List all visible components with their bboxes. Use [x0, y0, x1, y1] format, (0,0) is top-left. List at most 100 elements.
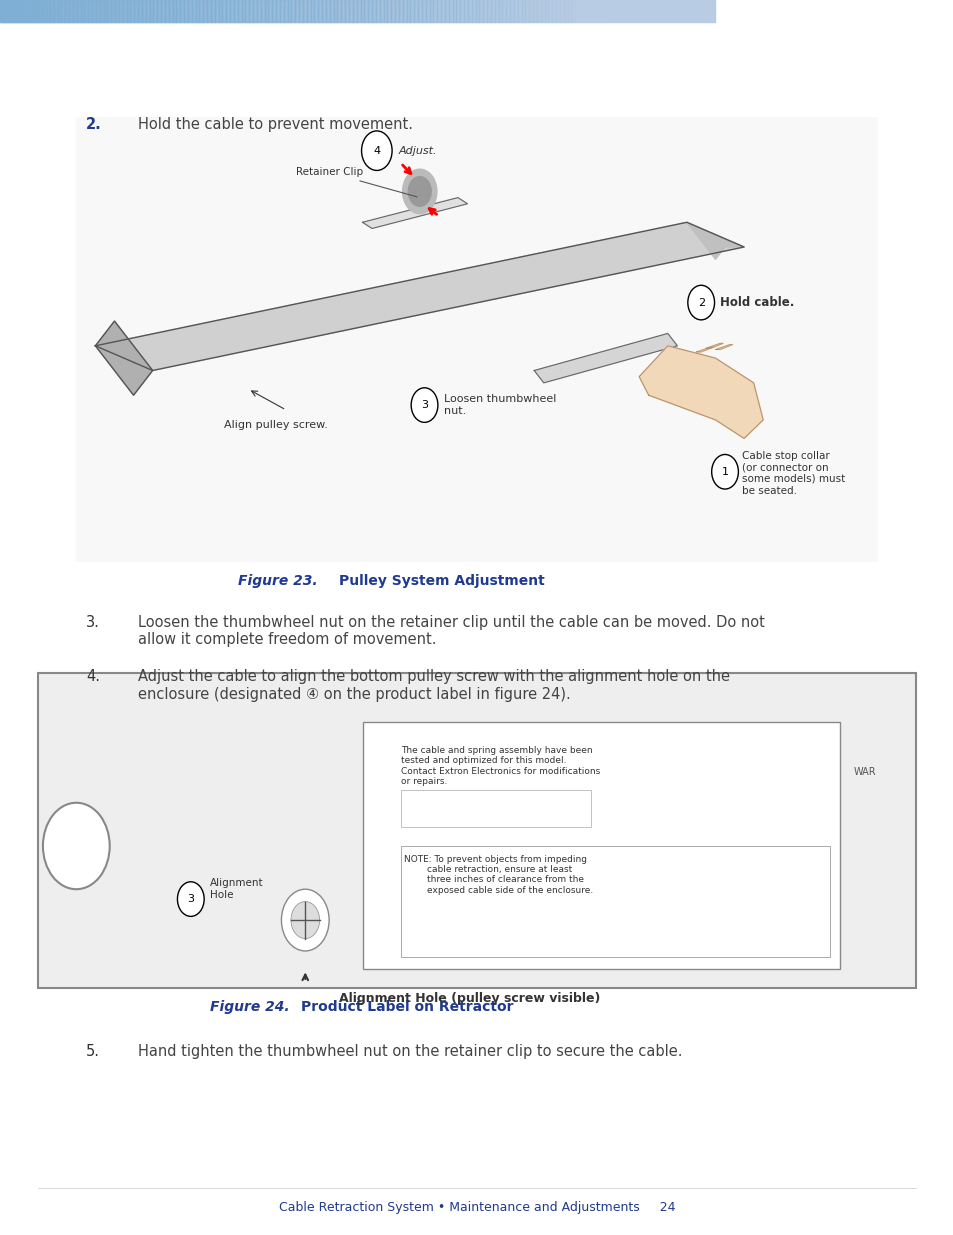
Bar — [629, 0, 637, 22]
Bar — [112, 0, 115, 22]
Bar — [195, 0, 199, 22]
Bar — [233, 0, 237, 22]
Bar — [510, 0, 514, 22]
Bar — [188, 0, 192, 22]
Bar — [275, 0, 279, 22]
Bar — [249, 0, 253, 22]
Bar — [395, 0, 398, 22]
Bar — [250, 0, 257, 22]
Bar — [650, 0, 658, 22]
Bar — [322, 0, 326, 22]
Bar — [114, 0, 121, 22]
Bar — [514, 0, 517, 22]
Bar — [71, 0, 78, 22]
Bar — [131, 0, 134, 22]
Bar — [544, 0, 548, 22]
Bar — [0, 0, 715, 22]
Text: Pulley System Adjustment: Pulley System Adjustment — [338, 574, 544, 588]
Bar — [142, 0, 146, 22]
Circle shape — [177, 882, 204, 916]
Bar — [218, 0, 222, 22]
Bar — [272, 0, 275, 22]
Bar — [713, 0, 717, 22]
Bar — [717, 0, 720, 22]
Bar — [88, 0, 91, 22]
Bar — [457, 0, 464, 22]
Bar — [334, 0, 337, 22]
Bar — [515, 0, 522, 22]
Bar — [594, 0, 598, 22]
Circle shape — [411, 388, 437, 422]
Bar — [479, 0, 483, 22]
Bar — [207, 0, 214, 22]
Polygon shape — [95, 222, 743, 370]
Bar — [256, 0, 260, 22]
Bar — [747, 0, 751, 22]
Bar — [161, 0, 165, 22]
Bar — [751, 0, 755, 22]
Bar — [632, 0, 636, 22]
Bar — [686, 0, 690, 22]
Bar — [200, 0, 208, 22]
Bar — [268, 0, 272, 22]
Bar — [172, 0, 176, 22]
Bar — [260, 0, 264, 22]
Bar — [107, 0, 114, 22]
Bar — [364, 0, 372, 22]
Bar — [151, 0, 157, 22]
Bar — [135, 0, 143, 22]
Text: Cable stop collar
(or connector on
some models) must
be seated.: Cable stop collar (or connector on some … — [741, 451, 844, 495]
Bar — [257, 0, 265, 22]
Bar — [393, 0, 400, 22]
Bar — [607, 0, 615, 22]
Bar — [636, 0, 639, 22]
Text: Hold cable.: Hold cable. — [720, 296, 794, 309]
Bar — [7, 0, 14, 22]
Bar — [533, 0, 537, 22]
Bar — [621, 0, 629, 22]
Bar — [30, 0, 34, 22]
Bar — [27, 0, 30, 22]
Text: The cable and spring assembly have been
tested and optimized for this model.
Con: The cable and spring assembly have been … — [400, 746, 599, 787]
Bar — [172, 0, 178, 22]
Bar — [391, 0, 395, 22]
Bar — [104, 0, 108, 22]
Polygon shape — [696, 347, 713, 352]
Bar — [415, 0, 421, 22]
Bar — [436, 0, 440, 22]
Bar — [543, 0, 551, 22]
Bar — [96, 0, 100, 22]
Bar — [582, 0, 586, 22]
Bar — [375, 0, 379, 22]
Bar — [157, 0, 165, 22]
Bar — [345, 0, 349, 22]
Bar — [759, 0, 762, 22]
Bar — [184, 0, 188, 22]
Bar — [91, 0, 96, 22]
Bar — [563, 0, 567, 22]
Bar — [29, 0, 35, 22]
Bar — [11, 0, 15, 22]
Bar — [507, 0, 515, 22]
Bar — [14, 0, 21, 22]
Bar — [601, 0, 605, 22]
Bar — [525, 0, 529, 22]
Bar — [241, 0, 245, 22]
Bar — [655, 0, 659, 22]
Bar — [444, 0, 448, 22]
Bar — [558, 0, 564, 22]
Circle shape — [361, 131, 392, 170]
Bar — [157, 0, 161, 22]
Bar — [459, 0, 463, 22]
Circle shape — [43, 803, 110, 889]
Text: WAR: WAR — [853, 767, 876, 777]
Bar — [743, 0, 747, 22]
Text: 2.: 2. — [86, 117, 102, 132]
Bar — [387, 0, 391, 22]
Bar — [42, 0, 46, 22]
Text: Figure 23.: Figure 23. — [238, 574, 317, 588]
Bar — [491, 0, 495, 22]
Bar — [451, 0, 457, 22]
Bar — [299, 0, 303, 22]
Bar — [360, 0, 364, 22]
